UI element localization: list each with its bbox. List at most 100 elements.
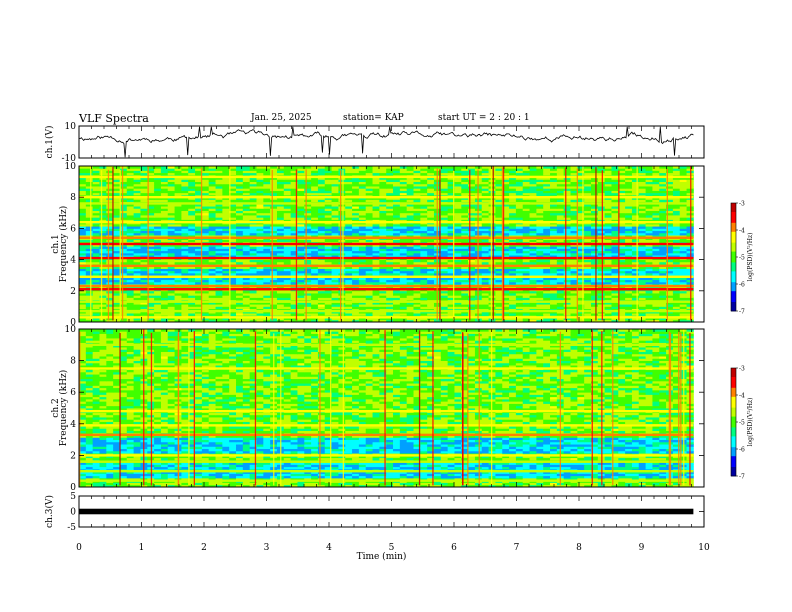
spectrogram-cell bbox=[195, 295, 203, 298]
spectrogram-cell bbox=[461, 293, 469, 296]
spectrogram-cell bbox=[393, 208, 401, 211]
spectrogram-cell bbox=[119, 301, 128, 305]
spectrogram-cell bbox=[222, 261, 230, 265]
spectrogram-cell bbox=[201, 250, 210, 254]
spectrogram-cell bbox=[481, 252, 489, 256]
spectrogram-cell bbox=[454, 223, 462, 227]
spectrogram-cell bbox=[79, 212, 87, 216]
spectrogram-cell bbox=[270, 281, 278, 285]
spectrogram-cell bbox=[550, 319, 558, 323]
spectrogram-cell bbox=[167, 219, 175, 223]
spectrogram-cell bbox=[590, 301, 599, 305]
spectrogram-cell bbox=[413, 297, 421, 301]
spectrogram-cell bbox=[570, 304, 578, 307]
spectrogram-cell bbox=[119, 279, 128, 283]
spectrogram-cell bbox=[604, 230, 612, 234]
spectrogram-cell bbox=[331, 210, 339, 214]
spectrogram-cell bbox=[201, 295, 210, 298]
spectrogram-cell bbox=[645, 295, 653, 298]
spectrogram-cell bbox=[645, 219, 653, 223]
spectrogram-cell bbox=[570, 261, 578, 265]
spectrogram-cell bbox=[570, 266, 578, 269]
spectrogram-cell bbox=[515, 244, 524, 247]
spectrogram-cell bbox=[195, 255, 203, 258]
spectrogram-cell bbox=[570, 208, 578, 211]
spectrogram-cell bbox=[215, 279, 223, 283]
spectrogram-cell bbox=[113, 246, 121, 249]
spectrogram-cell bbox=[570, 277, 578, 281]
spectrogram-cell bbox=[672, 277, 681, 281]
spectrogram-cell bbox=[283, 259, 292, 263]
spectrogram-cell bbox=[495, 266, 503, 269]
spectrogram-cell bbox=[618, 261, 626, 265]
spectrogram-cell bbox=[345, 301, 353, 305]
spectrogram-cell bbox=[270, 306, 278, 310]
spectrogram-cell bbox=[584, 277, 592, 281]
spectrogram-cell bbox=[468, 279, 476, 283]
spectrogram-cell bbox=[563, 239, 571, 243]
spectrogram-cell bbox=[618, 219, 626, 223]
spectrogram-cell bbox=[536, 239, 544, 243]
spectrogram-cell bbox=[413, 272, 421, 276]
spectrogram-cell bbox=[590, 215, 599, 218]
spectrogram-cell bbox=[290, 203, 298, 207]
spectrogram-cell bbox=[304, 304, 312, 307]
spectrogram-cell bbox=[236, 301, 244, 305]
spectrogram-cell bbox=[154, 279, 162, 283]
spectrogram-cell bbox=[85, 208, 94, 211]
spectrogram-cell bbox=[263, 230, 271, 234]
spectrogram-cell bbox=[570, 279, 578, 283]
spectrogram-cell bbox=[522, 255, 530, 258]
spectrogram-cell bbox=[406, 272, 414, 276]
spectrogram-cell bbox=[536, 290, 544, 294]
spectrogram-cell bbox=[154, 290, 162, 294]
spectrogram-cell bbox=[365, 226, 373, 229]
spectrogram-cell bbox=[584, 290, 592, 294]
spectrogram-cell bbox=[406, 210, 414, 214]
spectrogram-cell bbox=[249, 208, 257, 211]
spectrogram-cell bbox=[249, 203, 257, 207]
spectrogram-cell bbox=[222, 239, 230, 243]
spectrogram-cell bbox=[140, 230, 148, 234]
spectrogram-cell bbox=[536, 217, 544, 220]
spectrogram-cell bbox=[256, 232, 264, 236]
spectrogram-cell bbox=[126, 246, 135, 249]
spectrogram-cell bbox=[188, 235, 196, 238]
spectrogram-cell bbox=[543, 228, 551, 232]
spectrogram-cell bbox=[495, 304, 503, 307]
spectrogram-cell bbox=[672, 210, 681, 214]
spectrogram-cell bbox=[420, 261, 428, 265]
spectrogram-cell bbox=[79, 259, 87, 263]
spectrogram-cell bbox=[236, 277, 244, 281]
spectrogram-cell bbox=[447, 313, 455, 316]
spectrogram-cell bbox=[509, 293, 517, 296]
spectrogram-cell bbox=[174, 306, 182, 310]
spectrogram-cell bbox=[529, 319, 537, 323]
spectrogram-cell bbox=[509, 297, 517, 301]
spectrogram-cell bbox=[570, 215, 578, 218]
spectrogram-cell bbox=[215, 272, 223, 276]
spectrogram-cell bbox=[604, 219, 612, 223]
spectrogram-cell bbox=[529, 255, 537, 258]
spectrogram-cell bbox=[393, 217, 401, 220]
spectrogram-cell bbox=[270, 259, 278, 263]
spectrogram-cell bbox=[515, 208, 524, 211]
spectrogram-cell bbox=[317, 306, 326, 310]
spectrogram-cell bbox=[119, 286, 128, 289]
spectrogram-cell bbox=[154, 208, 162, 211]
spectrogram-cell bbox=[379, 212, 387, 216]
spectrogram-cell bbox=[447, 215, 455, 218]
spectrogram-cell bbox=[427, 301, 435, 305]
spectrogram-cell bbox=[174, 277, 182, 281]
spectrogram-cell bbox=[502, 319, 510, 323]
spectrogram-cell bbox=[352, 215, 360, 218]
spectrogram-cell bbox=[413, 259, 421, 263]
spectrogram-cell bbox=[502, 239, 510, 243]
spectrogram-cell bbox=[236, 203, 244, 207]
spectrogram-cell bbox=[447, 306, 455, 310]
spectrogram-cell bbox=[420, 286, 428, 289]
spectrogram-cell bbox=[119, 319, 128, 323]
spectrogram-cell bbox=[597, 301, 606, 305]
spectrogram-cell bbox=[406, 290, 414, 294]
spectrogram-cell bbox=[515, 215, 524, 218]
